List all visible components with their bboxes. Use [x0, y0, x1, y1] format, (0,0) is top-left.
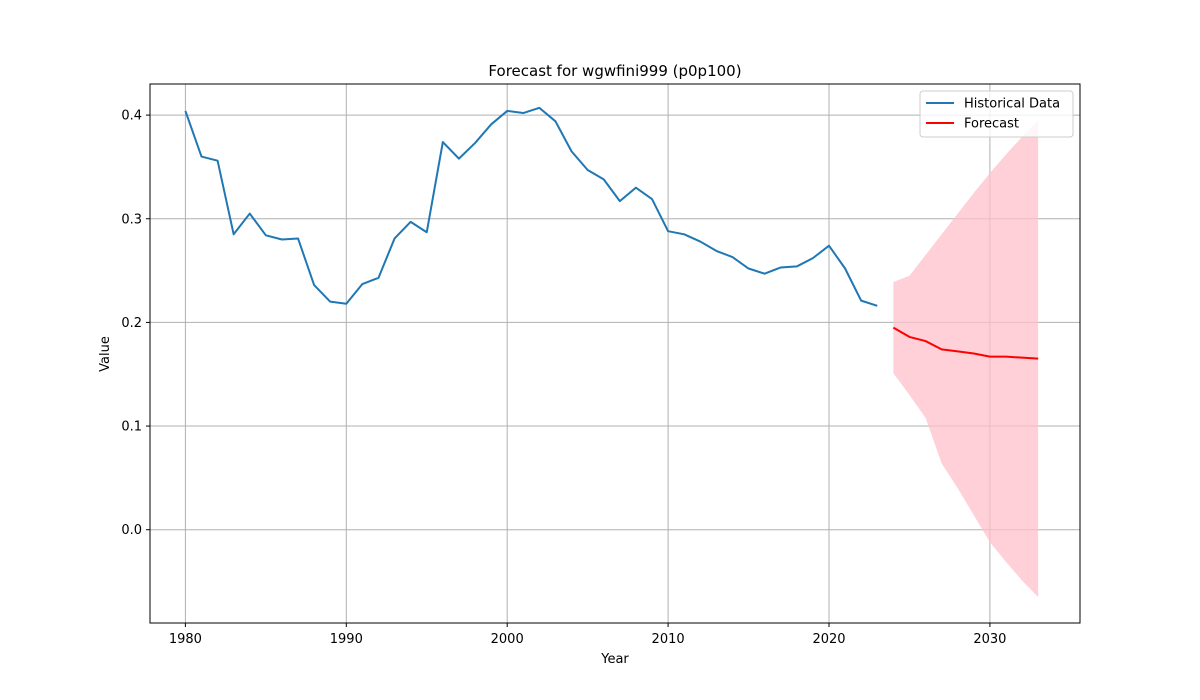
x-tick-label: 1980 — [169, 632, 202, 647]
forecast-confidence-band — [893, 120, 1039, 598]
x-tick-label: 2030 — [973, 632, 1006, 647]
series-layer — [184, 106, 1039, 360]
y-tick-label: 0.2 — [121, 316, 142, 331]
y-tick-label: 0.4 — [121, 109, 142, 124]
y-axis-label: Value — [98, 336, 113, 372]
x-tick-label: 1990 — [330, 632, 363, 647]
chart-title: Forecast for wgwfini999 (p0p100) — [488, 62, 741, 80]
legend: Historical Data Forecast — [919, 90, 1074, 138]
y-tick-label: 0.1 — [121, 420, 142, 435]
forecast-line — [892, 326, 1039, 360]
y-tick-label: 0.3 — [121, 212, 142, 227]
historical-data-line — [184, 106, 878, 307]
plot-frame — [149, 83, 1081, 624]
x-tick-label: 2020 — [812, 632, 845, 647]
legend-box — [919, 90, 1074, 138]
confidence-band-layer — [893, 120, 1039, 598]
y-tick-label: 0.0 — [121, 523, 142, 538]
x-axis-label: Year — [600, 652, 629, 667]
x-tick-label: 2010 — [652, 632, 685, 647]
legend-label-forecast: Forecast — [964, 117, 1019, 132]
x-tick-label: 2000 — [491, 632, 524, 647]
legend-label-historical: Historical Data — [964, 97, 1060, 112]
tick-layer: 1980 1990 2000 2010 2020 2030 0.0 0.1 0.2 0.3 0.4 — [121, 109, 1006, 647]
